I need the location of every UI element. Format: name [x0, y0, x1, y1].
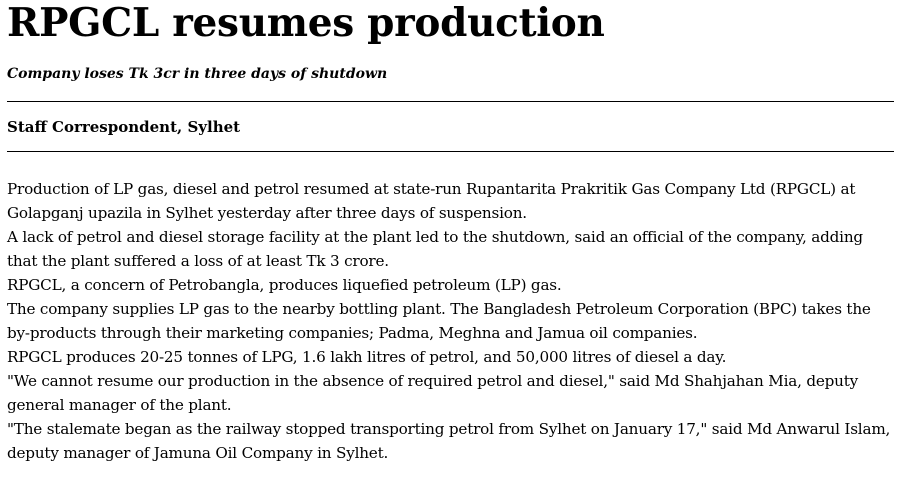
article-paragraph: "The stalemate began as the railway stop… [7, 420, 891, 462]
article-paragraph: "We cannot resume our production in the … [7, 372, 859, 414]
byline-bottom-divider [7, 151, 894, 152]
article-body: Production of LP gas, diesel and petrol … [7, 177, 894, 465]
article-paragraph: The company supplies LP gas to the nearb… [7, 300, 871, 342]
article-paragraph: RPGCL produces 20-25 tonnes of LPG, 1.6 … [7, 348, 727, 366]
article-paragraph: A lack of petrol and diesel storage faci… [7, 228, 863, 270]
article-headline: RPGCL resumes production [7, 0, 605, 46]
article-paragraph: RPGCL, a concern of Petrobangla, produce… [7, 276, 562, 294]
article-byline: Staff Correspondent, Sylhet [7, 118, 241, 136]
article-subheadline: Company loses Tk 3cr in three days of sh… [7, 66, 388, 82]
article-paragraph: Production of LP gas, diesel and petrol … [7, 180, 856, 222]
byline-top-divider [7, 101, 894, 102]
